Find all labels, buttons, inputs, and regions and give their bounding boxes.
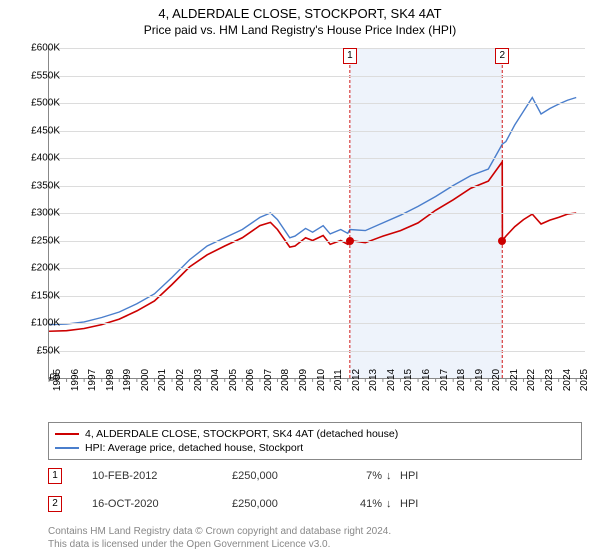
legend-box: 4, ALDERDALE CLOSE, STOCKPORT, SK4 4AT (… bbox=[48, 422, 582, 460]
y-tick-label: £150K bbox=[31, 290, 60, 301]
footer-attribution: Contains HM Land Registry data © Crown c… bbox=[48, 526, 391, 551]
gridline bbox=[49, 323, 585, 324]
x-tick-label: 2021 bbox=[509, 369, 520, 391]
x-tick-label: 2014 bbox=[386, 369, 397, 391]
gridline bbox=[49, 268, 585, 269]
legend-swatch bbox=[55, 447, 79, 449]
gridline bbox=[49, 296, 585, 297]
y-tick-label: £600K bbox=[31, 43, 60, 54]
y-tick-label: £250K bbox=[31, 235, 60, 246]
x-tick-label: 2023 bbox=[544, 369, 555, 391]
y-tick-label: £500K bbox=[31, 98, 60, 109]
sale-pct: 7% bbox=[342, 470, 386, 482]
x-tick-label: 2007 bbox=[263, 369, 274, 391]
sale-hpi-tag: HPI bbox=[400, 498, 418, 510]
sale-marker-icon: 2 bbox=[48, 496, 62, 512]
sale-price: £250,000 bbox=[232, 470, 342, 482]
sale-marker-dot bbox=[498, 237, 506, 245]
legend-swatch bbox=[55, 433, 79, 435]
x-tick-label: 2004 bbox=[210, 369, 221, 391]
x-tick-label: 2022 bbox=[526, 369, 537, 391]
sale-row: 2 16-OCT-2020 £250,000 41% ↓ HPI bbox=[48, 496, 584, 512]
x-tick-label: 2017 bbox=[439, 369, 450, 391]
sale-marker-dot bbox=[346, 237, 354, 245]
sale-marker-box: 1 bbox=[343, 48, 357, 64]
y-tick-label: £300K bbox=[31, 208, 60, 219]
sale-hpi-tag: HPI bbox=[400, 470, 418, 482]
legend-label: 4, ALDERDALE CLOSE, STOCKPORT, SK4 4AT (… bbox=[85, 428, 398, 440]
x-tick-label: 2000 bbox=[140, 369, 151, 391]
y-tick-label: £350K bbox=[31, 180, 60, 191]
footer-line: Contains HM Land Registry data © Crown c… bbox=[48, 526, 391, 539]
y-tick-label: £200K bbox=[31, 263, 60, 274]
legend-label: HPI: Average price, detached house, Stoc… bbox=[85, 442, 303, 454]
y-tick-label: £400K bbox=[31, 153, 60, 164]
x-tick-label: 2016 bbox=[421, 369, 432, 391]
x-tick-label: 1998 bbox=[105, 369, 116, 391]
gridline bbox=[49, 186, 585, 187]
x-tick-label: 2018 bbox=[456, 369, 467, 391]
x-tick-label: 2015 bbox=[403, 369, 414, 391]
plot-area: 12 bbox=[48, 48, 585, 379]
gridline bbox=[49, 158, 585, 159]
x-tick-label: 2010 bbox=[316, 369, 327, 391]
y-tick-label: £550K bbox=[31, 70, 60, 81]
gridline bbox=[49, 103, 585, 104]
x-tick-label: 2009 bbox=[298, 369, 309, 391]
x-tick-label: 2006 bbox=[245, 369, 256, 391]
y-tick-label: £450K bbox=[31, 125, 60, 136]
x-tick-label: 1995 bbox=[52, 369, 63, 391]
x-tick-label: 2002 bbox=[175, 369, 186, 391]
legend-item: HPI: Average price, detached house, Stoc… bbox=[55, 441, 575, 455]
gridline bbox=[49, 76, 585, 77]
legend-item: 4, ALDERDALE CLOSE, STOCKPORT, SK4 4AT (… bbox=[55, 427, 575, 441]
x-tick-label: 2005 bbox=[228, 369, 239, 391]
down-arrow-icon: ↓ bbox=[386, 470, 400, 482]
series-line-price_paid bbox=[49, 162, 576, 331]
x-tick-label: 1997 bbox=[87, 369, 98, 391]
gridline bbox=[49, 131, 585, 132]
y-tick-label: £100K bbox=[31, 318, 60, 329]
x-tick-label: 1999 bbox=[122, 369, 133, 391]
chart-title: 4, ALDERDALE CLOSE, STOCKPORT, SK4 4AT bbox=[0, 0, 600, 21]
x-tick-label: 2008 bbox=[280, 369, 291, 391]
sale-pct: 41% bbox=[342, 498, 386, 510]
y-tick-label: £50K bbox=[37, 345, 60, 356]
x-tick-label: 2020 bbox=[491, 369, 502, 391]
down-arrow-icon: ↓ bbox=[386, 498, 400, 510]
sale-price: £250,000 bbox=[232, 498, 342, 510]
x-tick-label: 2024 bbox=[562, 369, 573, 391]
sale-date: 10-FEB-2012 bbox=[92, 470, 232, 482]
x-tick-label: 1996 bbox=[70, 369, 81, 391]
x-tick-label: 2025 bbox=[579, 369, 590, 391]
x-tick-label: 2011 bbox=[333, 369, 344, 391]
sale-row: 1 10-FEB-2012 £250,000 7% ↓ HPI bbox=[48, 468, 584, 484]
gridline bbox=[49, 351, 585, 352]
series-line-hpi bbox=[49, 98, 576, 325]
chart-container: 4, ALDERDALE CLOSE, STOCKPORT, SK4 4AT P… bbox=[0, 0, 600, 560]
gridline bbox=[49, 213, 585, 214]
x-tick-label: 2019 bbox=[474, 369, 485, 391]
x-tick-label: 2003 bbox=[193, 369, 204, 391]
x-tick-label: 2001 bbox=[157, 369, 168, 391]
sale-marker-box: 2 bbox=[495, 48, 509, 64]
chart-subtitle: Price paid vs. HM Land Registry's House … bbox=[0, 21, 600, 37]
x-tick-label: 2012 bbox=[351, 369, 362, 391]
footer-line: This data is licensed under the Open Gov… bbox=[48, 539, 391, 552]
sale-date: 16-OCT-2020 bbox=[92, 498, 232, 510]
sale-marker-icon: 1 bbox=[48, 468, 62, 484]
x-tick-label: 2013 bbox=[368, 369, 379, 391]
